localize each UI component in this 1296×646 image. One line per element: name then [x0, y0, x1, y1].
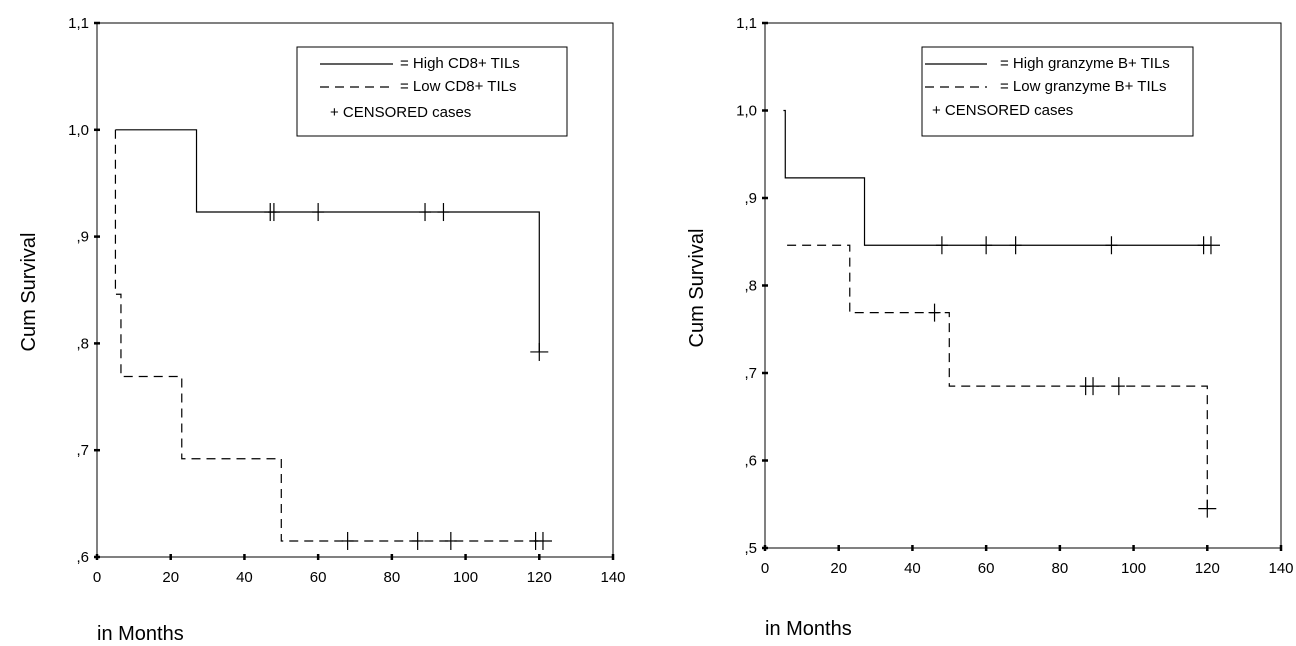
y-tick-label: ,9: [744, 190, 757, 207]
series-line-high: [783, 109, 1211, 246]
legend-box: [296, 46, 568, 137]
legend-entry: = Low CD8+ TILs: [400, 78, 516, 95]
x-tick-label: 0: [761, 560, 769, 577]
x-axis-title: in Months: [97, 623, 184, 645]
series-line-low: [114, 129, 543, 542]
y-axis-title: Cum Survival: [18, 233, 40, 352]
plot-frame: [96, 22, 614, 558]
x-axis-title: in Months: [765, 618, 852, 640]
legend-entry: + CENSORED cases: [330, 104, 471, 121]
x-tick-label: 120: [527, 569, 552, 586]
y-tick-label: ,6: [744, 453, 757, 470]
x-tick-label: 120: [1195, 560, 1220, 577]
y-tick-label: 1,0: [68, 122, 89, 139]
y-tick-label: ,9: [76, 229, 89, 246]
x-tick-label: 0: [93, 569, 101, 586]
y-tick-label: ,5: [744, 540, 757, 557]
x-tick-label: 140: [1268, 560, 1293, 577]
y-tick-label: 1,0: [736, 103, 757, 120]
legend-entry: = High CD8+ TILs: [400, 55, 520, 72]
legend-entry: = Low granzyme B+ TILs: [1000, 78, 1166, 95]
x-tick-label: 140: [600, 569, 625, 586]
chart-1: ,6 ,7 ,8 ,9 1,0 1,1 0 20 40 60 80 100 120 140 Cum Surv…: [18, 15, 626, 645]
legend-entry: = High granzyme B+ TILs: [1000, 55, 1170, 72]
y-tick-label: ,6: [76, 549, 89, 566]
y-axis-title: Cum Survival: [686, 229, 708, 348]
x-tick-label: 40: [904, 560, 921, 577]
x-tick-label: 80: [1052, 560, 1069, 577]
x-tick-label: 100: [1121, 560, 1146, 577]
legend-entry: + CENSORED cases: [932, 102, 1073, 119]
legend: = High CD8+ TILs = Low CD8+ TILs + CENSORE…: [296, 46, 568, 137]
legend: = High granzyme B+ TILs = Low granzyme B+…: [921, 46, 1194, 137]
x-tick-label: 60: [310, 569, 327, 586]
y-tick-label: 1,1: [736, 15, 757, 32]
y-tick-label: ,7: [76, 442, 89, 459]
x-tick-label: 80: [384, 569, 401, 586]
x-tick-label: 100: [453, 569, 478, 586]
y-tick-label: 1,1: [68, 15, 89, 32]
y-tick-label: ,8: [744, 278, 757, 295]
series-line-low: [787, 244, 1208, 509]
x-tick-label: 40: [236, 569, 253, 586]
x-tick-label: 20: [162, 569, 179, 586]
y-tick-label: ,7: [744, 365, 757, 382]
legend-box: [921, 46, 1194, 137]
x-tick-label: 20: [830, 560, 847, 577]
x-tick-label: 60: [978, 560, 995, 577]
series-line-high: [115, 129, 540, 352]
y-tick-label: ,8: [76, 335, 89, 352]
chart-2: ,5 ,6 ,7 ,8 ,9 1,0 1,1 0 20 40 60 80 100 120 140 Cum Su…: [686, 15, 1294, 640]
